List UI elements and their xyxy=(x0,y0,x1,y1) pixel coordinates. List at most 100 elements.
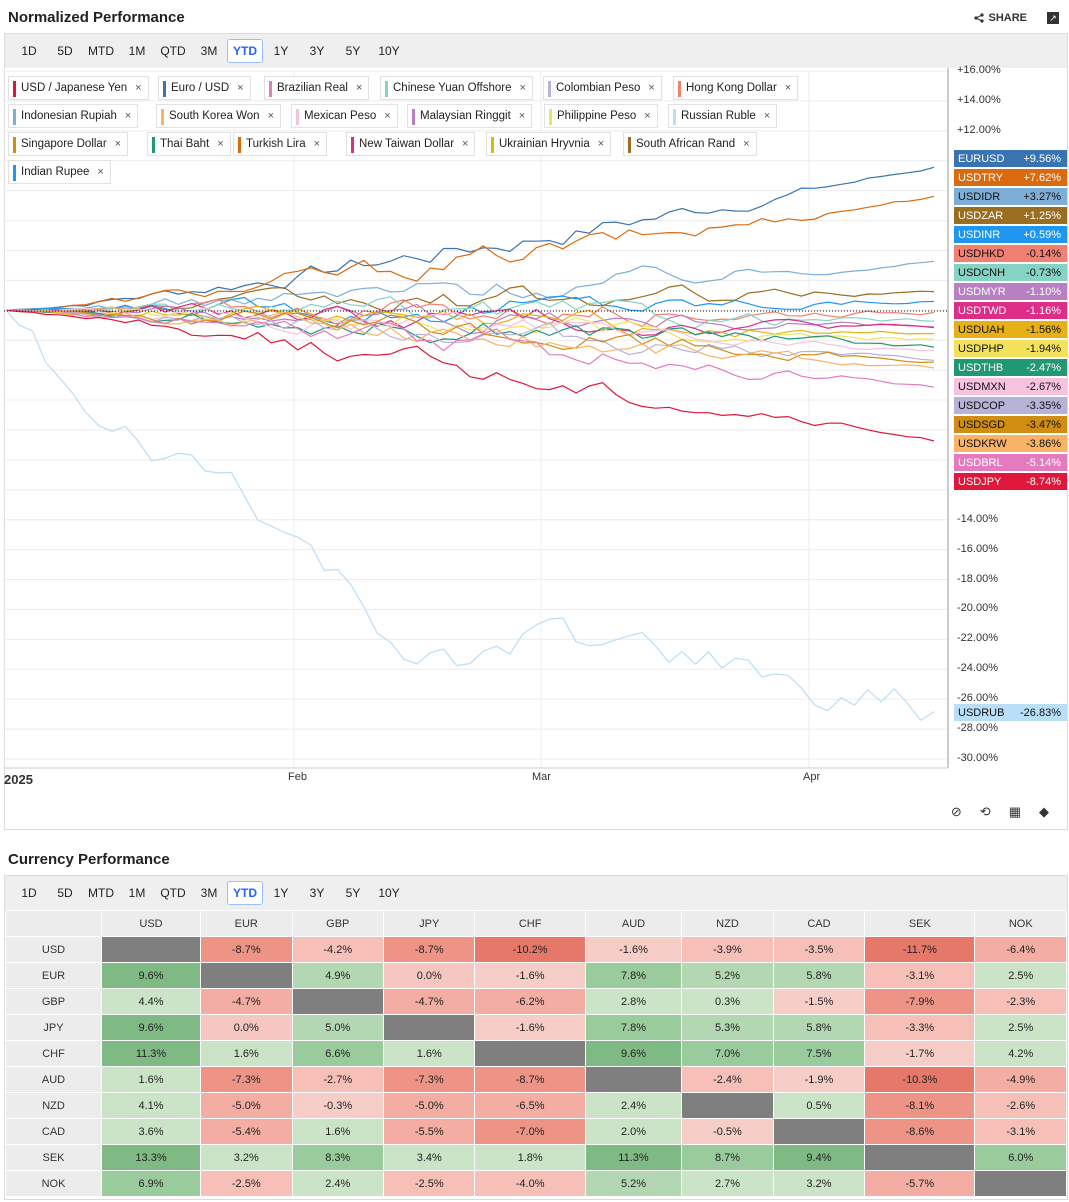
tab-5y[interactable]: 5Y xyxy=(345,44,361,58)
remove-series-icon[interactable]: × xyxy=(743,138,750,150)
value-tag-usdhkd: USDHKD -0.14% xyxy=(954,245,1067,262)
table-cell: -3.1% xyxy=(974,1118,1067,1145)
value-tag-value: -5.14% xyxy=(1026,456,1061,469)
value-tag-symbol: USDJPY xyxy=(958,475,1002,488)
expand-icon[interactable]: ↗ xyxy=(1047,12,1059,24)
remove-series-icon[interactable]: × xyxy=(355,82,363,94)
legend-chip[interactable]: Hong Kong Dollar × xyxy=(673,76,799,100)
table-tab-1d[interactable]: 1D xyxy=(21,886,37,900)
column-header: EUR xyxy=(200,910,293,937)
tab-3y[interactable]: 3Y xyxy=(309,44,325,58)
tab-1y[interactable]: 1Y xyxy=(273,44,289,58)
table-tab-10y[interactable]: 10Y xyxy=(378,886,400,900)
table-tab-3y[interactable]: 3Y xyxy=(309,886,325,900)
table-tab-1m[interactable]: 1M xyxy=(128,886,146,900)
grid-icon[interactable]: ▦ xyxy=(1008,804,1021,819)
value-tag-usdsgd: USDSGD -3.47% xyxy=(954,416,1067,433)
tab-ytd[interactable]: YTD xyxy=(227,39,263,63)
table-row: SEK 13.3% 3.2% 8.3% 3.4% 1.8% 11.3% 8.7% 9.4% 6.0… xyxy=(5,1144,1067,1171)
remove-series-icon[interactable]: × xyxy=(313,138,321,150)
remove-series-icon[interactable]: × xyxy=(384,110,391,122)
legend-chip[interactable]: USD / Japanese Yen × xyxy=(8,76,149,100)
table-tab-5d[interactable]: 5D xyxy=(57,886,73,900)
hide-lines-icon[interactable]: ⊘ xyxy=(950,804,962,819)
share-icon xyxy=(974,13,985,23)
legend-chip[interactable]: Euro / USD × xyxy=(158,76,251,100)
remove-series-icon[interactable]: × xyxy=(124,110,132,122)
legend-chip[interactable]: Philippine Peso × xyxy=(544,104,658,128)
value-tag-value: -0.14% xyxy=(1026,247,1061,260)
legend-chip[interactable]: Mexican Peso × xyxy=(291,104,398,128)
value-tag-symbol: USDPHP xyxy=(958,342,1004,355)
legend-label: Brazilian Real xyxy=(277,82,348,94)
remove-series-icon[interactable]: × xyxy=(135,82,142,94)
legend-chip[interactable]: Indian Rupee × xyxy=(8,160,111,184)
remove-series-icon[interactable]: × xyxy=(97,166,104,178)
normalized-performance-chart xyxy=(3,68,949,769)
legend-color-swatch xyxy=(628,137,631,153)
remove-series-icon[interactable]: × xyxy=(644,110,651,122)
table-cell: 7.0% xyxy=(681,1040,774,1067)
legend-chip[interactable]: Colombian Peso × xyxy=(543,76,662,100)
remove-series-icon[interactable]: × xyxy=(237,82,244,94)
legend-color-swatch xyxy=(296,109,299,125)
table-cell: -4.9% xyxy=(974,1066,1067,1093)
remove-series-icon[interactable]: × xyxy=(462,138,469,150)
legend-chip[interactable]: Russian Ruble × xyxy=(668,104,778,128)
y-tick-label: -30.00% xyxy=(957,752,998,764)
legend-chip[interactable]: Thai Baht × xyxy=(147,132,231,156)
tab-1d[interactable]: 1D xyxy=(21,44,37,58)
legend-chip[interactable]: Turkish Lira × xyxy=(233,132,328,156)
legend-chip[interactable]: Chinese Yuan Offshore × xyxy=(380,76,533,100)
legend-chip[interactable]: Malaysian Ringgit × xyxy=(407,104,533,128)
share-button[interactable]: SHARE xyxy=(974,12,1027,24)
table-tab-mtd[interactable]: MTD xyxy=(88,886,114,900)
remove-series-icon[interactable]: × xyxy=(114,138,122,150)
remove-series-icon[interactable]: × xyxy=(648,82,655,94)
tab-1m[interactable]: 1M xyxy=(128,44,146,58)
table-tab-qtd[interactable]: QTD xyxy=(160,886,186,900)
legend-chip[interactable]: Indonesian Rupiah × xyxy=(8,104,139,128)
remove-series-icon[interactable]: × xyxy=(597,138,605,150)
legend-chip[interactable]: Ukrainian Hryvnia × xyxy=(486,132,612,156)
tab-10y[interactable]: 10Y xyxy=(378,44,400,58)
row-header: EUR xyxy=(5,962,102,989)
table-tab-1y[interactable]: 1Y xyxy=(273,886,289,900)
legend-chip[interactable]: South Korea Won × xyxy=(156,104,282,128)
series-line-usdthb xyxy=(5,309,935,348)
legend-chip[interactable]: New Taiwan Dollar × xyxy=(346,132,476,156)
table-tab-ytd[interactable]: YTD xyxy=(227,881,263,905)
column-header: NOK xyxy=(974,910,1067,937)
remove-series-icon[interactable]: × xyxy=(763,110,771,122)
value-tag-usdmyr: USDMYR -1.10% xyxy=(954,283,1067,300)
tab-qtd[interactable]: QTD xyxy=(160,44,186,58)
x-tick-label: Mar xyxy=(532,771,551,783)
table-cell: 6.0% xyxy=(974,1144,1067,1171)
tag-icon[interactable]: ◆ xyxy=(1039,804,1049,819)
table-cell: -8.6% xyxy=(864,1118,976,1145)
tab-3m[interactable]: 3M xyxy=(200,44,218,58)
legend-chip[interactable]: Singapore Dollar × xyxy=(8,132,129,156)
table-tab-5y[interactable]: 5Y xyxy=(345,886,361,900)
legend-chip[interactable]: Brazilian Real × xyxy=(264,76,370,100)
table-cell: 9.4% xyxy=(772,1144,866,1171)
remove-series-icon[interactable]: × xyxy=(267,110,275,122)
reset-icon[interactable]: ⟲ xyxy=(979,804,991,819)
value-tag-symbol: USDTWD xyxy=(958,304,1007,317)
legend-color-swatch xyxy=(161,109,164,125)
table-tab-3m[interactable]: 3M xyxy=(200,886,218,900)
remove-series-icon[interactable]: × xyxy=(518,110,526,122)
table-cell: 9.6% xyxy=(100,1014,202,1041)
remove-series-icon[interactable]: × xyxy=(519,82,526,94)
tab-mtd[interactable]: MTD xyxy=(88,44,114,58)
tab-5d[interactable]: 5D xyxy=(57,44,73,58)
value-tag-symbol: USDCNH xyxy=(958,266,1006,279)
remove-series-icon[interactable]: × xyxy=(784,82,792,94)
table-cell: -5.7% xyxy=(864,1170,976,1197)
table-cell: 2.7% xyxy=(681,1170,774,1197)
remove-series-icon[interactable]: × xyxy=(217,138,224,150)
legend-chip[interactable]: South African Rand × xyxy=(623,132,757,156)
y-tick-label: +14.00% xyxy=(957,93,1001,106)
table-cell: 7.8% xyxy=(584,962,683,989)
table-row: JPY 9.6% 0.0% 5.0% -1.6% 7.8% 5.3% 5.8% -3.3% 2.5… xyxy=(5,1014,1067,1041)
